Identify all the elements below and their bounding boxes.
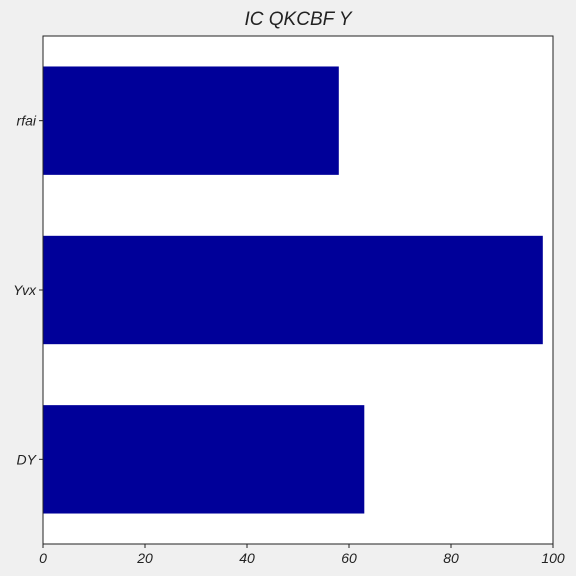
x-tick-label: 60 — [341, 550, 357, 566]
x-tick-label: 40 — [239, 550, 255, 566]
bar-rfai — [43, 66, 339, 175]
bar-DY — [43, 405, 365, 514]
chart-title: IC QKCBF Y — [245, 9, 353, 30]
y-tick-labels: rfai Yvx DY — [13, 113, 43, 467]
x-tick-label: 100 — [541, 550, 565, 566]
y-tick-label: DY — [17, 451, 38, 467]
bar-Yvx — [43, 235, 543, 345]
bars — [43, 66, 543, 514]
x-tick-labels: 0 20 40 60 80 100 — [39, 544, 565, 566]
x-tick-label: 0 — [39, 550, 47, 566]
y-tick-label: Yvx — [13, 282, 37, 298]
x-tick-label: 20 — [136, 550, 153, 566]
y-tick-label: rfai — [17, 113, 37, 129]
x-tick-label: 80 — [443, 550, 459, 566]
